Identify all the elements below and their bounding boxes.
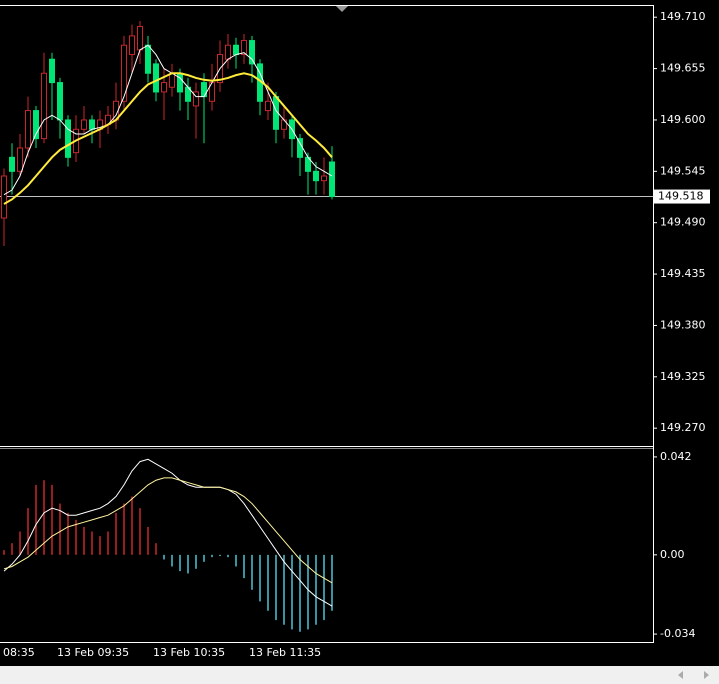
candle-body bbox=[57, 82, 63, 121]
candle-body bbox=[265, 100, 271, 112]
candle-body bbox=[81, 119, 87, 130]
scrollbar[interactable] bbox=[0, 666, 719, 684]
candle-body bbox=[1, 175, 7, 219]
candle-body bbox=[41, 72, 47, 140]
candle-body bbox=[145, 44, 151, 74]
candle-body bbox=[9, 156, 15, 172]
candle-body bbox=[49, 58, 55, 84]
candle-body bbox=[169, 72, 175, 88]
candle-body bbox=[129, 35, 135, 56]
candle-body bbox=[297, 138, 303, 158]
candle-body bbox=[193, 91, 199, 107]
candle-body bbox=[321, 175, 327, 182]
candle-body bbox=[33, 110, 39, 140]
y-tick-label: 149.435 bbox=[660, 267, 706, 280]
y-tick-label: 149.545 bbox=[660, 164, 706, 177]
candle-body bbox=[313, 170, 319, 182]
current-price-label: 149.518 bbox=[658, 190, 704, 203]
y-tick-label: 0.042 bbox=[660, 450, 692, 463]
current-price-box bbox=[654, 189, 710, 204]
candle-body bbox=[249, 40, 255, 65]
candle-body bbox=[241, 40, 247, 56]
candle-body bbox=[17, 147, 23, 172]
y-tick-label: 149.710 bbox=[660, 10, 706, 23]
candle-body bbox=[329, 161, 335, 198]
scroll-left[interactable] bbox=[678, 671, 683, 679]
candle-body bbox=[153, 63, 159, 93]
candle-body bbox=[137, 26, 143, 51]
candle-body bbox=[225, 44, 231, 60]
indicator-line bbox=[3, 458, 333, 607]
indicator-line bbox=[3, 44, 333, 196]
y-tick-label: 149.600 bbox=[660, 113, 706, 126]
candle-body bbox=[233, 44, 239, 56]
shift-marker bbox=[336, 6, 348, 12]
candle-body bbox=[161, 82, 167, 93]
candle-body bbox=[177, 72, 183, 93]
y-tick-label: 0.00 bbox=[660, 548, 685, 561]
y-tick-label: 149.655 bbox=[660, 62, 706, 75]
x-tick-label: 08:35 bbox=[3, 646, 35, 659]
candle-body bbox=[65, 119, 71, 158]
indicator-line bbox=[3, 72, 333, 205]
y-tick-label: 149.490 bbox=[660, 216, 706, 229]
candle-body bbox=[25, 110, 31, 149]
scroll-right[interactable] bbox=[704, 671, 709, 679]
y-tick-label: -0.034 bbox=[660, 627, 695, 640]
x-tick-label: 13 Feb 10:35 bbox=[153, 646, 225, 659]
x-tick-label: 13 Feb 11:35 bbox=[249, 646, 321, 659]
y-tick-label: 149.380 bbox=[660, 318, 706, 331]
y-tick-label: 149.325 bbox=[660, 370, 706, 383]
candle-body bbox=[121, 44, 127, 102]
candle-body bbox=[89, 119, 95, 130]
indicator-line bbox=[3, 477, 333, 584]
y-tick-label: 149.270 bbox=[660, 421, 706, 434]
x-tick-label: 13 Feb 09:35 bbox=[57, 646, 129, 659]
